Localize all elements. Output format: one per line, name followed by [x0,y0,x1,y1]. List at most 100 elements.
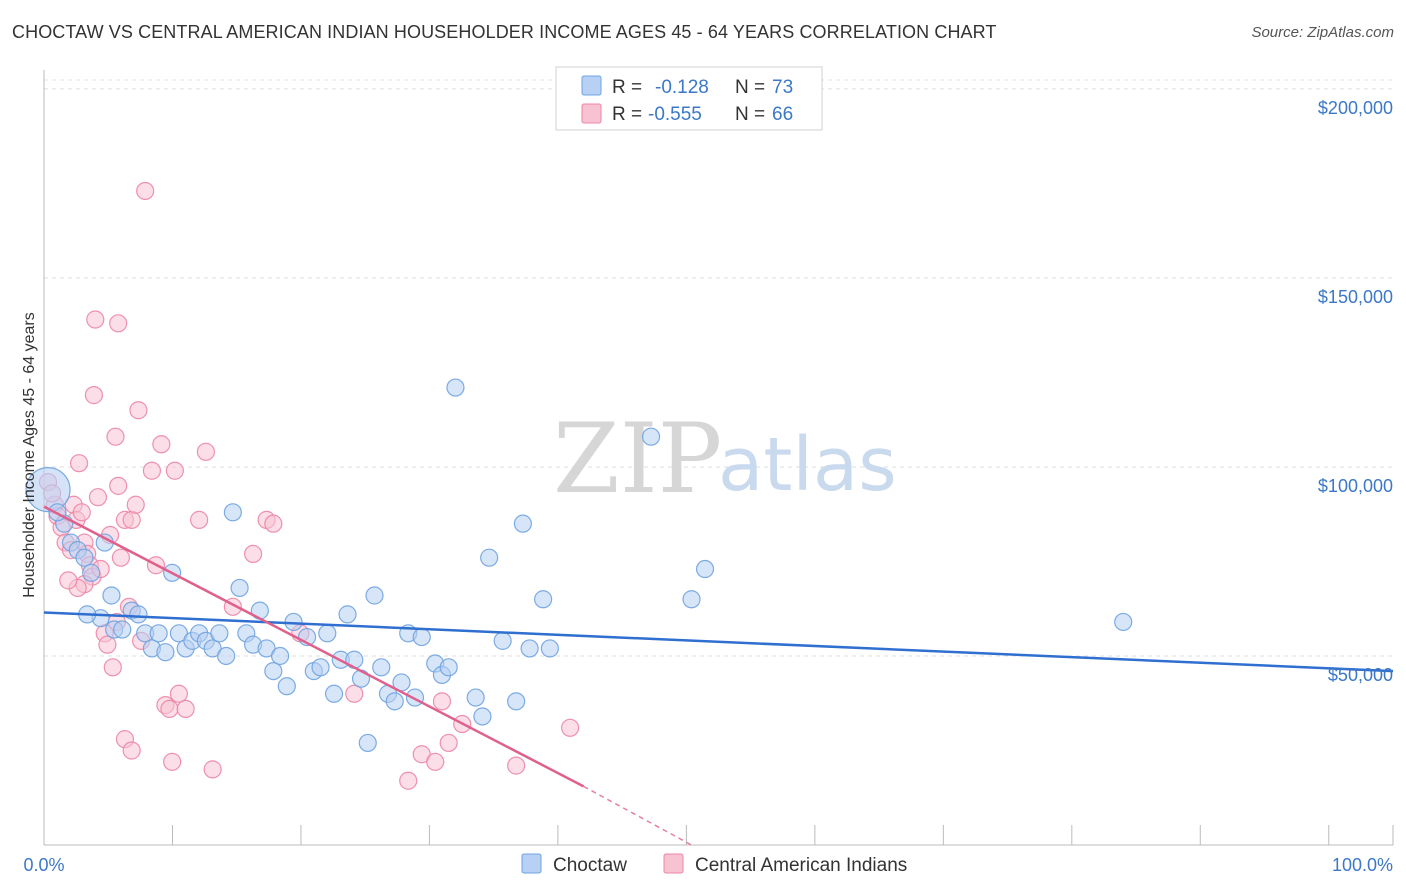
choctaw-point [102,586,121,605]
central-american-point [169,684,188,703]
legend-r-label: R = [612,104,642,125]
choctaw-point [230,578,249,598]
central-american-point [152,435,171,454]
central-american-point [190,510,209,529]
central-american-point [109,476,128,495]
bottom-legend-swatch-choctaw [521,853,542,874]
watermark-atlas: atlas [718,422,897,508]
y-tick-label: $200,000 [1318,98,1393,118]
source-label: Source: ZipAtlas.com [1251,24,1394,41]
choctaw-point [270,646,290,666]
bottom-legend-central: Central American Indians [695,855,907,876]
x-tick-label: 100.0% [1332,855,1393,875]
x-tick-labels: 0.0% 100.0% [23,855,1393,875]
y-tick-label: $50,000 [1328,665,1393,685]
central-american-point [196,442,215,461]
legend-n-label: N = [735,104,765,125]
central-american-point [264,514,283,533]
bottom-legend: Choctaw Central American Indians [521,853,907,876]
legend-swatch-choctaw [581,75,602,96]
choctaw-point [113,620,132,639]
central-american-point [69,454,89,473]
legend-n-value: 73 [772,77,793,98]
grid [44,79,1393,657]
choctaw-point [682,590,701,609]
central-american-point [126,495,145,514]
choctaw-point [223,503,242,522]
choctaw-point [473,707,492,726]
watermark: ZIP atlas [553,403,897,515]
trend-lines [43,505,1394,846]
central-american-point [88,488,108,507]
central-american-point [122,741,141,760]
choctaw-point [412,627,431,647]
legend-swatch-central [581,103,602,124]
choctaw-point [149,624,168,643]
choctaw-point [641,427,661,446]
central-american-point [561,718,580,737]
choctaw-point [318,624,337,643]
chart-title: CHOCTAW VS CENTRAL AMERICAN INDIAN HOUSE… [12,22,997,42]
choctaw-point [520,639,539,658]
y-tick-labels: $50,000 $100,000 $150,000 $200,000 [1318,98,1393,685]
choctaw-point [507,692,526,711]
central-trend-line [43,505,585,788]
central-american-point [103,658,122,677]
central-american-point [72,503,91,522]
legend-r-label: R = [612,77,642,98]
legend-n-value: 66 [772,104,793,125]
choctaw-point [25,467,71,513]
central-american-point [426,752,445,771]
central-american-point [432,692,452,711]
choctaw-point [311,658,330,677]
central-american-point [176,699,195,719]
central-american-point [399,771,418,790]
central-american-point [203,760,222,779]
central-american-point [243,544,263,564]
choctaw-point [129,605,148,624]
choctaw-point [358,733,377,753]
central-american-point [129,401,148,420]
choctaw-point [513,514,532,533]
y-axis-title: Householder Income Ages 45 - 64 years [21,312,38,598]
choctaw-point [493,631,512,650]
x-tick-label: 0.0% [23,855,64,875]
choctaw-point [372,658,391,677]
legend-r-value: -0.555 [648,104,702,125]
central-american-point [160,699,179,719]
choctaw-point [277,677,296,696]
central-american-point [165,461,184,480]
central-american-point [109,314,128,333]
central-trend-extension [583,785,692,846]
choctaw-point [1114,612,1133,632]
central-american-point [439,733,458,753]
central-american-point [84,386,104,405]
choctaw-point [480,548,499,567]
central-american-points [38,181,580,790]
choctaw-point [540,639,559,658]
choctaw-point [75,548,94,567]
central-american-point [345,684,364,703]
choctaw-point [264,661,283,681]
central-american-point [163,752,182,771]
choctaw-point [534,590,553,609]
central-american-point [59,571,78,590]
choctaw-point [385,692,404,711]
choctaw-point [217,646,236,666]
choctaw-point [446,378,465,397]
choctaw-point [695,559,715,579]
central-american-point [106,427,125,446]
watermark-zip: ZIP [553,403,722,515]
choctaw-point [365,586,384,605]
legend: R = -0.128 N = 73 R = -0.555 N = 66 [555,66,823,131]
bottom-legend-swatch-central [663,853,684,874]
central-american-point [111,548,130,567]
central-american-point [142,461,162,480]
y-tick-label: $100,000 [1318,476,1393,496]
bottom-legend-choctaw: Choctaw [553,855,627,876]
choctaw-point [82,563,101,582]
central-american-point [122,510,141,529]
choctaw-point [466,688,485,707]
y-tick-label: $150,000 [1318,287,1393,307]
